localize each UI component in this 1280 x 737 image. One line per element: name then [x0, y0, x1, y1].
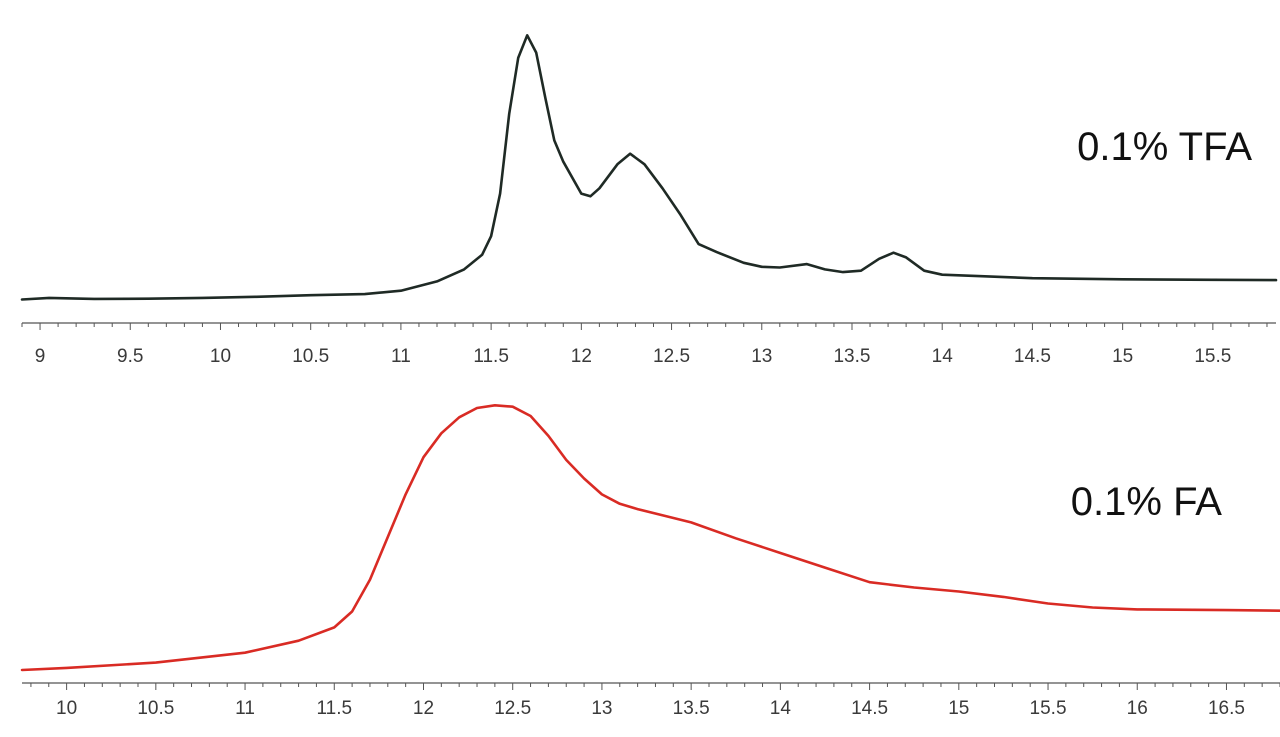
tfa-tick-label: 13.5 — [833, 346, 870, 367]
tfa-tick-label: 10.5 — [292, 346, 329, 367]
tfa-chromatogram-panel: 9 9.5 10 10.5 11 11.5 12 12.5 13 13.5 14 14.5 15 15.5… — [20, 34, 1278, 367]
fa-tick-label: 11.5 — [316, 698, 352, 719]
tfa-tick-label: 12 — [571, 346, 592, 367]
tfa-tick-label: 9 — [35, 346, 46, 367]
tfa-tick-label: 11.5 — [473, 346, 509, 367]
fa-tick-label: 14.5 — [851, 698, 888, 719]
fa-tick-label: 16.5 — [1208, 698, 1245, 719]
fa-tick-label: 12.5 — [494, 698, 531, 719]
fa-tick-label: 13.5 — [673, 698, 710, 719]
tfa-tick-label: 15 — [1112, 346, 1133, 367]
fa-tick-label: 15.5 — [1030, 698, 1067, 719]
fa-tick-label: 10 — [56, 698, 77, 719]
tfa-tick-label: 13 — [751, 346, 772, 367]
fa-tick-label: 16 — [1127, 698, 1148, 719]
tfa-tick-label: 11 — [391, 346, 411, 367]
tfa-trace — [20, 34, 1278, 301]
tfa-tick-label: 10 — [210, 346, 231, 367]
fa-tick-label: 12 — [413, 698, 434, 719]
tfa-tick-label: 15.5 — [1194, 346, 1231, 367]
tfa-tick-label: 14.5 — [1014, 346, 1051, 367]
tfa-tick-label: 12.5 — [653, 346, 690, 367]
tfa-tick-label: 9.5 — [117, 346, 143, 367]
fa-tick-label: 15 — [948, 698, 969, 719]
fa-tick-label: 14 — [770, 698, 792, 719]
fa-tick-label: 11 — [235, 698, 255, 719]
fa-chromatogram-panel: 10 10.5 11 11.5 12 12.5 13 13.5 14 14.5 15 15.5 16 16… — [20, 404, 1280, 719]
fa-series-label: 0.1% FA — [1071, 480, 1223, 524]
fa-tick-label: 10.5 — [137, 698, 174, 719]
fa-trace — [20, 404, 1280, 672]
fa-tick-label: 13 — [591, 698, 612, 719]
tfa-tick-label: 14 — [932, 346, 954, 367]
tfa-series-label: 0.1% TFA — [1077, 125, 1252, 169]
